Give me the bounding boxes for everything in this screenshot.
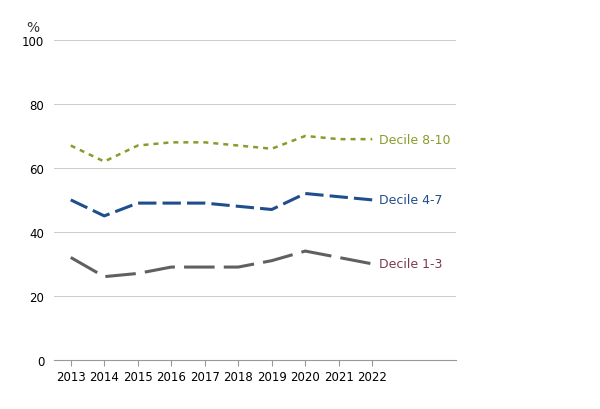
Text: Decile 1-3: Decile 1-3 <box>379 258 442 271</box>
Text: Decile 8-10: Decile 8-10 <box>379 133 451 146</box>
Text: Decile 4-7: Decile 4-7 <box>379 194 442 207</box>
Text: %: % <box>26 20 39 34</box>
